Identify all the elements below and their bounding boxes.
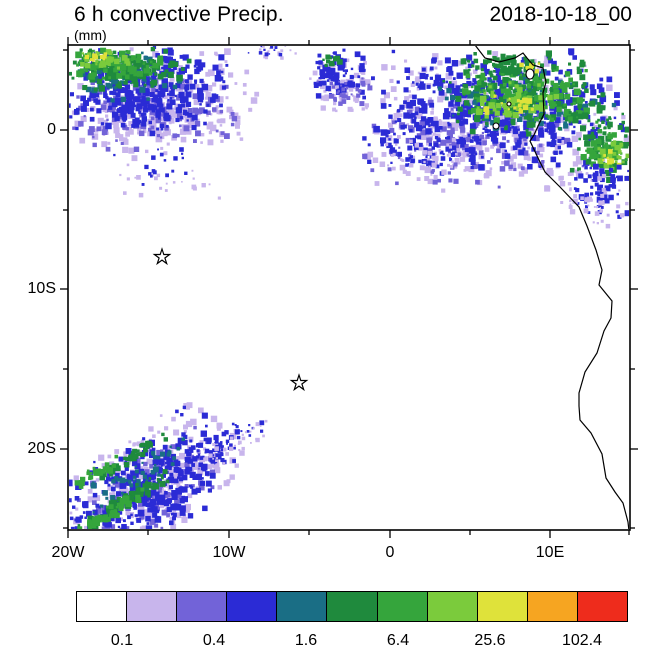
- colorbar-cell: [426, 591, 478, 622]
- colorbar-cell: [526, 591, 578, 622]
- axis-ticks: [60, 37, 638, 538]
- colorbar-cell: [376, 591, 428, 622]
- map-frame: [67, 44, 631, 531]
- colorbar-tick-label: 0.4: [202, 632, 226, 649]
- colorbar-tick-label: 102.4: [561, 632, 603, 649]
- island-outline: [506, 101, 512, 107]
- island-outline: [492, 122, 500, 130]
- colorbar-tick-label: 1.6: [294, 632, 318, 649]
- y-axis-label: 0: [47, 121, 56, 138]
- x-axis-label: 10W: [212, 544, 246, 561]
- colorbar-cell: [76, 591, 128, 622]
- x-axis-label: 10E: [535, 544, 565, 561]
- colorbar-tick-label: 0.1: [110, 632, 134, 649]
- colorbar-cell: [476, 591, 528, 622]
- colorbar-cell: [326, 591, 378, 622]
- colorbar-cell: [276, 591, 328, 622]
- island-outline: [525, 68, 535, 80]
- precip-field: [69, 46, 629, 529]
- station-marker: [152, 247, 172, 266]
- colorbar-cell: [576, 591, 629, 622]
- colorbar: [76, 591, 629, 622]
- y-axis-label: 10S: [27, 280, 56, 297]
- colorbar-cell: [176, 591, 228, 622]
- colorbar-cell: [126, 591, 178, 622]
- chart-timestamp: 2018-10-18_00: [489, 3, 632, 26]
- colorbar-tick-label: 6.4: [386, 632, 410, 649]
- colorbar-tick-label: 25.6: [474, 632, 506, 649]
- x-axis-label: 20W: [51, 544, 85, 561]
- y-axis-label: 20S: [27, 440, 56, 457]
- units-label: (mm): [74, 27, 107, 43]
- coastline: [475, 46, 629, 529]
- chart-title: 6 h convective Precip.: [74, 3, 284, 26]
- station-marker: [289, 373, 309, 392]
- colorbar-cell: [226, 591, 278, 622]
- x-axis-label: 0: [385, 544, 395, 561]
- colorbar-labels: 0.1 0.4 1.6 6.4 25.6 102.4: [76, 632, 628, 650]
